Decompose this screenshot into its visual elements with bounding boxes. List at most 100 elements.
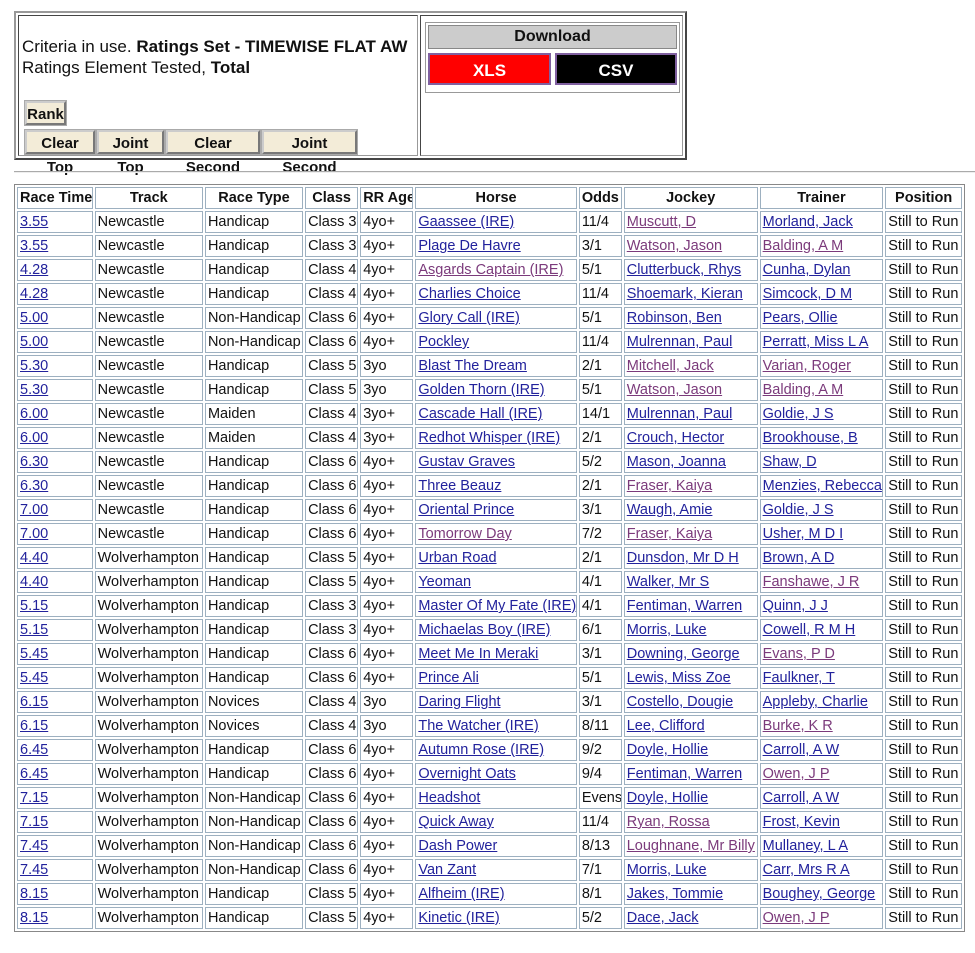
- link[interactable]: Simcock, D M: [762, 286, 853, 302]
- link[interactable]: Ryan, Rossa: [626, 814, 710, 830]
- link[interactable]: 6.00: [20, 430, 49, 446]
- link[interactable]: Owen, J P: [762, 766, 830, 782]
- link[interactable]: Watson, Jason: [626, 238, 723, 254]
- link[interactable]: 3.55: [20, 214, 49, 230]
- link[interactable]: Glory Call (IRE): [418, 310, 520, 326]
- link[interactable]: Cascade Hall (IRE): [418, 406, 543, 422]
- link[interactable]: 3.55: [20, 238, 49, 254]
- link[interactable]: 6.30: [20, 478, 49, 494]
- link[interactable]: Autumn Rose (IRE): [418, 742, 545, 758]
- link[interactable]: Plage De Havre: [418, 238, 521, 254]
- link[interactable]: 7.45: [20, 838, 49, 854]
- link[interactable]: 6.00: [20, 406, 49, 422]
- link[interactable]: 5.30: [20, 382, 49, 398]
- link[interactable]: 4.28: [20, 262, 49, 278]
- link[interactable]: Fraser, Kaiya: [626, 478, 713, 494]
- link[interactable]: Oriental Prince: [418, 502, 515, 518]
- link[interactable]: Morland, Jack: [762, 214, 853, 230]
- link[interactable]: Owen, J P: [762, 910, 830, 926]
- link[interactable]: Morris, Luke: [626, 622, 707, 638]
- link[interactable]: Kinetic (IRE): [418, 910, 500, 926]
- link[interactable]: 7.15: [20, 790, 49, 806]
- link[interactable]: Morris, Luke: [626, 862, 707, 878]
- link[interactable]: Frost, Kevin: [762, 814, 840, 830]
- link[interactable]: 8.15: [20, 910, 49, 926]
- link[interactable]: Cowell, R M H: [762, 622, 856, 638]
- link[interactable]: Mason, Joanna: [626, 454, 726, 470]
- link[interactable]: 4.28: [20, 286, 49, 302]
- link[interactable]: Dunsdon, Mr D H: [626, 550, 739, 566]
- link[interactable]: Three Beauz: [418, 478, 502, 494]
- link[interactable]: Shoemark, Kieran: [626, 286, 743, 302]
- xls-button[interactable]: XLS: [428, 53, 551, 85]
- link[interactable]: Goldie, J S: [762, 406, 834, 422]
- link[interactable]: 6.15: [20, 694, 49, 710]
- link[interactable]: 4.40: [20, 550, 49, 566]
- link[interactable]: 7.00: [20, 502, 49, 518]
- link[interactable]: Golden Thorn (IRE): [418, 382, 545, 398]
- link[interactable]: Faulkner, T: [762, 670, 835, 686]
- link[interactable]: Jakes, Tommie: [626, 886, 724, 902]
- link[interactable]: 7.00: [20, 526, 49, 542]
- link[interactable]: Carroll, A W: [762, 790, 840, 806]
- link[interactable]: 7.15: [20, 814, 49, 830]
- link[interactable]: 5.45: [20, 646, 49, 662]
- link[interactable]: Menzies, Rebecca: [762, 478, 882, 494]
- link[interactable]: 5.00: [20, 310, 49, 326]
- link[interactable]: Usher, M D I: [762, 526, 844, 542]
- link[interactable]: 4.40: [20, 574, 49, 590]
- link[interactable]: Mullaney, L A: [762, 838, 849, 854]
- link[interactable]: Michaelas Boy (IRE): [418, 622, 551, 638]
- link[interactable]: Prince Ali: [418, 670, 479, 686]
- link[interactable]: Fentiman, Warren: [626, 766, 743, 782]
- link[interactable]: Alfheim (IRE): [418, 886, 505, 902]
- link[interactable]: Gaassee (IRE): [418, 214, 515, 230]
- link[interactable]: Appleby, Charlie: [762, 694, 868, 710]
- link[interactable]: Goldie, J S: [762, 502, 834, 518]
- link[interactable]: Brown, A D: [762, 550, 835, 566]
- link[interactable]: Downing, George: [626, 646, 740, 662]
- link[interactable]: Carroll, A W: [762, 742, 840, 758]
- link[interactable]: Fanshawe, J R: [762, 574, 860, 590]
- link[interactable]: Mulrennan, Paul: [626, 406, 733, 422]
- link[interactable]: Fentiman, Warren: [626, 598, 743, 614]
- link[interactable]: Pears, Ollie: [762, 310, 838, 326]
- link[interactable]: Asgards Captain (IRE): [418, 262, 564, 278]
- link[interactable]: Master Of My Fate (IRE): [418, 598, 577, 614]
- link[interactable]: Crouch, Hector: [626, 430, 725, 446]
- link[interactable]: Dash Power: [418, 838, 498, 854]
- link[interactable]: Balding, A M: [762, 382, 844, 398]
- rank-button[interactable]: Rank: [24, 100, 67, 126]
- link[interactable]: Tomorrow Day: [418, 526, 512, 542]
- link[interactable]: Charlies Choice: [418, 286, 521, 302]
- link[interactable]: Carr, Mrs R A: [762, 862, 850, 878]
- link[interactable]: Walker, Mr S: [626, 574, 710, 590]
- link[interactable]: Lewis, Miss Zoe: [626, 670, 731, 686]
- link[interactable]: Shaw, D: [762, 454, 817, 470]
- link[interactable]: Doyle, Hollie: [626, 790, 709, 806]
- joint-top-button[interactable]: Joint Top: [96, 129, 165, 176]
- link[interactable]: Loughnane, Mr Billy: [626, 838, 755, 854]
- link[interactable]: Quick Away: [418, 814, 494, 830]
- link[interactable]: Lee, Clifford: [626, 718, 705, 734]
- link[interactable]: Brookhouse, B: [762, 430, 858, 446]
- link[interactable]: Urban Road: [418, 550, 497, 566]
- link[interactable]: 8.15: [20, 886, 49, 902]
- link[interactable]: Burke, K R: [762, 718, 833, 734]
- link[interactable]: 5.15: [20, 598, 49, 614]
- link[interactable]: Cunha, Dylan: [762, 262, 851, 278]
- link[interactable]: Boughey, George: [762, 886, 876, 902]
- link[interactable]: 5.15: [20, 622, 49, 638]
- link[interactable]: The Watcher (IRE): [418, 718, 539, 734]
- link[interactable]: 5.30: [20, 358, 49, 374]
- link[interactable]: Clutterbuck, Rhys: [626, 262, 742, 278]
- joint-second-button[interactable]: Joint Second: [261, 129, 358, 176]
- link[interactable]: Blast The Dream: [418, 358, 527, 374]
- link[interactable]: Dace, Jack: [626, 910, 699, 926]
- link[interactable]: Costello, Dougie: [626, 694, 734, 710]
- link[interactable]: Doyle, Hollie: [626, 742, 709, 758]
- link[interactable]: Redhot Whisper (IRE): [418, 430, 561, 446]
- link[interactable]: Robinson, Ben: [626, 310, 722, 326]
- clear-second-button[interactable]: Clear Second: [165, 129, 261, 176]
- link[interactable]: Fraser, Kaiya: [626, 526, 713, 542]
